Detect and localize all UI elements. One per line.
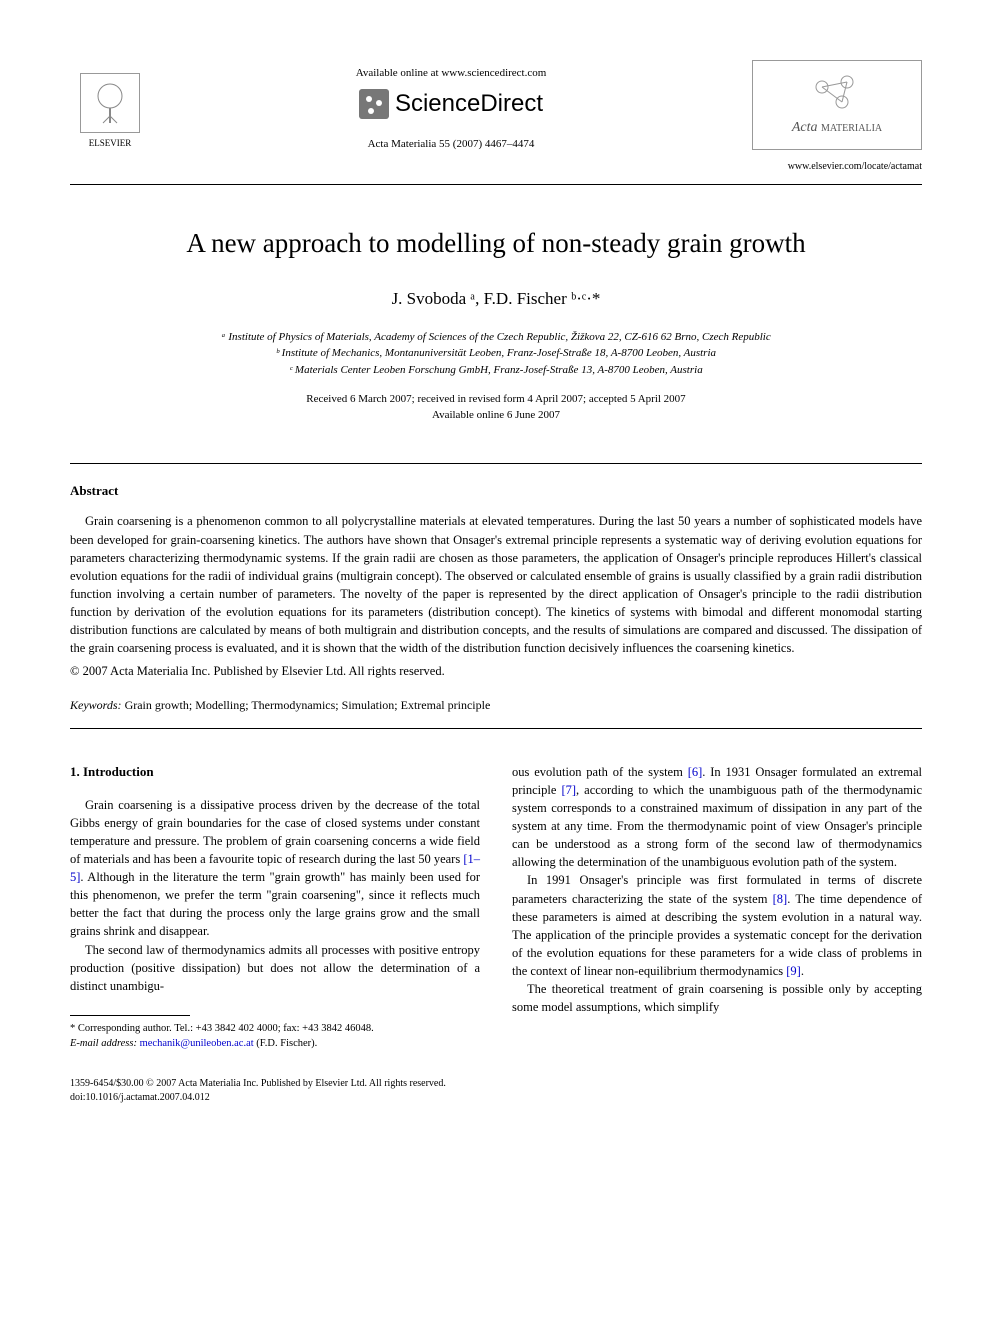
received-date: Received 6 March 2007; received in revis… bbox=[70, 392, 922, 407]
corresponding-author-footnote: * Corresponding author. Tel.: +43 3842 4… bbox=[70, 1022, 480, 1051]
available-online-text: Available online at www.sciencedirect.co… bbox=[356, 66, 547, 81]
footnote-corr: * Corresponding author. Tel.: +43 3842 4… bbox=[70, 1022, 480, 1037]
footnote-email-label: E-mail address: bbox=[70, 1038, 137, 1049]
keywords: Keywords: Grain growth; Modelling; Therm… bbox=[70, 697, 922, 714]
affiliation-c: ᶜ Materials Center Leoben Forschung GmbH… bbox=[70, 362, 922, 379]
journal-logo: Acta MATERIALIA bbox=[752, 60, 922, 150]
abstract-copyright: © 2007 Acta Materialia Inc. Published by… bbox=[70, 663, 922, 681]
footnote-email[interactable]: mechanik@unileoben.ac.at bbox=[140, 1038, 254, 1049]
elsevier-label: ELSEVIER bbox=[89, 137, 132, 150]
right-column: ous evolution path of the system [6]. In… bbox=[512, 763, 922, 1052]
journal-reference: Acta Materialia 55 (2007) 4467–4474 bbox=[368, 137, 535, 152]
intro-p1-b: . Although in the literature the term "g… bbox=[70, 870, 480, 938]
body-columns: 1. Introduction Grain coarsening is a di… bbox=[70, 763, 922, 1052]
elsevier-logo: ELSEVIER bbox=[70, 60, 150, 150]
footnote-rule bbox=[70, 1015, 190, 1016]
intro-p1-a: Grain coarsening is a dissipative proces… bbox=[70, 798, 480, 866]
keywords-text: Grain growth; Modelling; Thermodynamics;… bbox=[122, 698, 491, 712]
section-1-heading: 1. Introduction bbox=[70, 763, 480, 782]
intro-p4-c: . bbox=[801, 964, 804, 978]
affiliation-a: ᵃ Institute of Physics of Materials, Aca… bbox=[70, 329, 922, 346]
ref-8[interactable]: [8] bbox=[773, 892, 788, 906]
intro-p2: The second law of thermodynamics admits … bbox=[70, 941, 480, 995]
intro-p5: The theoretical treatment of grain coars… bbox=[512, 980, 922, 1016]
intro-p3-a: ous evolution path of the system bbox=[512, 765, 688, 779]
ref-9[interactable]: [9] bbox=[786, 964, 801, 978]
sciencedirect-brand: ScienceDirect bbox=[359, 87, 543, 121]
center-header: Available online at www.sciencedirect.co… bbox=[150, 60, 752, 152]
ref-7[interactable]: [7] bbox=[561, 783, 576, 797]
abstract-text: Grain coarsening is a phenomenon common … bbox=[70, 512, 922, 657]
elsevier-tree-icon bbox=[80, 73, 140, 133]
left-column: 1. Introduction Grain coarsening is a di… bbox=[70, 763, 480, 1052]
abstract-heading: Abstract bbox=[70, 482, 922, 500]
journal-logo-acta: Acta bbox=[792, 120, 818, 135]
header-rule bbox=[70, 184, 922, 185]
intro-p4: In 1991 Onsager's principle was first fo… bbox=[512, 871, 922, 980]
affiliations: ᵃ Institute of Physics of Materials, Aca… bbox=[70, 329, 922, 379]
journal-url[interactable]: www.elsevier.com/locate/actamat bbox=[70, 160, 922, 174]
abstract-top-rule bbox=[70, 463, 922, 464]
article-title: A new approach to modelling of non-stead… bbox=[70, 225, 922, 263]
affiliation-b: ᵇ Institute of Mechanics, Montanuniversi… bbox=[70, 345, 922, 362]
article-dates: Received 6 March 2007; received in revis… bbox=[70, 392, 922, 423]
journal-logo-icon bbox=[807, 72, 867, 112]
footer-copyright: 1359-6454/$30.00 © 2007 Acta Materialia … bbox=[70, 1077, 922, 1091]
authors: J. Svoboda ᵃ, F.D. Fischer ᵇ·ᶜ·* bbox=[70, 287, 922, 311]
ref-6[interactable]: [6] bbox=[688, 765, 703, 779]
sciencedirect-icon bbox=[359, 89, 389, 119]
page-footer: 1359-6454/$30.00 © 2007 Acta Materialia … bbox=[70, 1077, 922, 1105]
sciencedirect-text: ScienceDirect bbox=[395, 87, 543, 121]
page-header: ELSEVIER Available online at www.science… bbox=[70, 60, 922, 152]
journal-logo-materialia: MATERIALIA bbox=[821, 123, 882, 134]
intro-p3: ous evolution path of the system [6]. In… bbox=[512, 763, 922, 872]
online-date: Available online 6 June 2007 bbox=[70, 408, 922, 423]
footnote-email-suffix: (F.D. Fischer). bbox=[254, 1038, 318, 1049]
abstract-bottom-rule bbox=[70, 728, 922, 729]
intro-p1: Grain coarsening is a dissipative proces… bbox=[70, 796, 480, 941]
keywords-label: Keywords: bbox=[70, 698, 122, 712]
footer-doi: doi:10.1016/j.actamat.2007.04.012 bbox=[70, 1091, 922, 1105]
